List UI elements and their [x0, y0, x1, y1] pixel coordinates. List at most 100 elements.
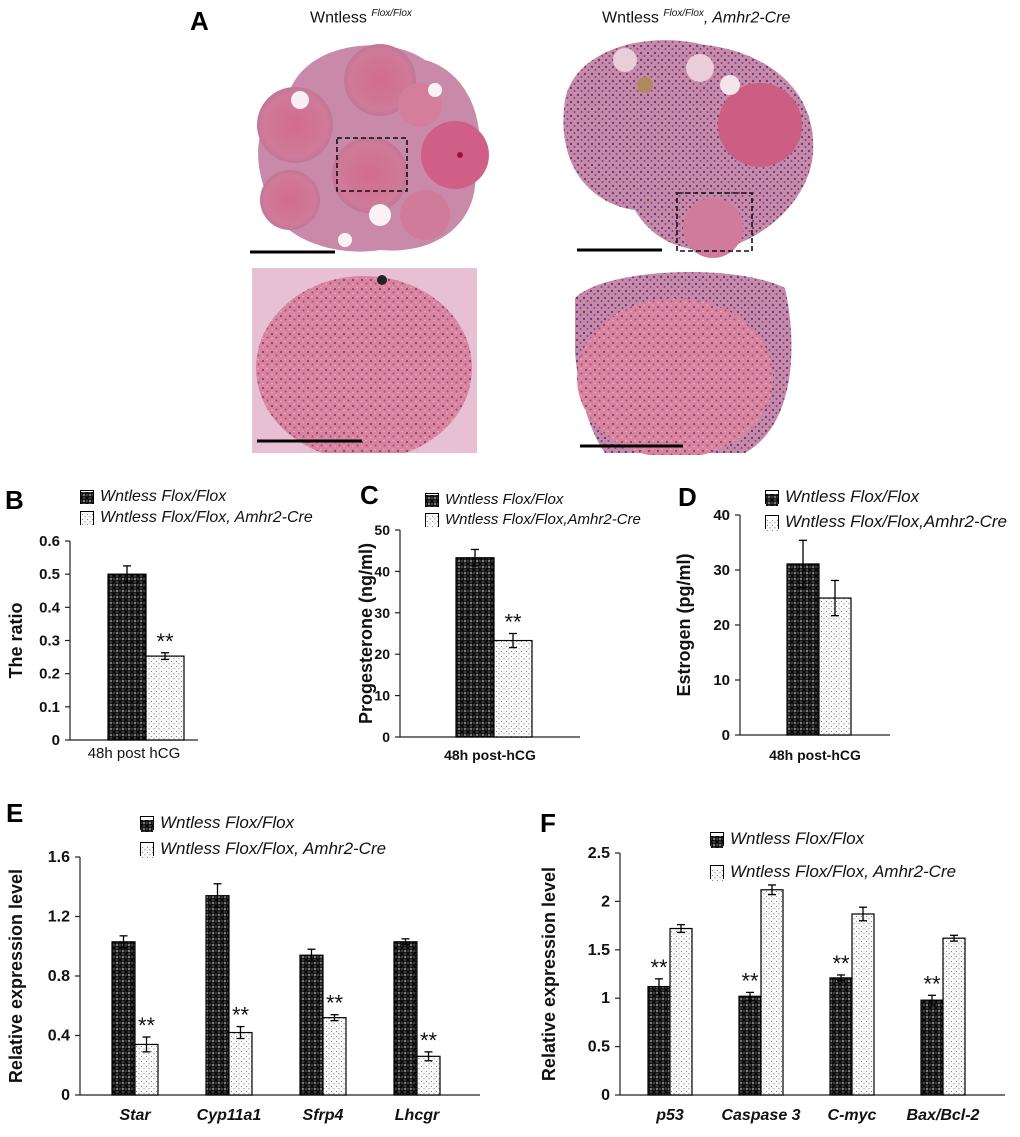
category-label: 48h post hCG	[88, 745, 181, 762]
left-title-superscript: Flox/Flox	[371, 8, 412, 19]
significance-marker: **	[420, 1028, 438, 1053]
right-title-superscript: Flox/Flox	[663, 8, 704, 19]
y-tick-label: 0.4	[48, 1028, 70, 1045]
y-tick-label: 20	[713, 617, 730, 634]
bar-b-0-1	[145, 655, 185, 741]
legend-entry: Wntless Flox/Flox	[425, 491, 563, 508]
category-label: C-myc	[828, 1107, 877, 1124]
y-axis-label: Relative expression level	[6, 869, 26, 1083]
y-tick-label: 20	[374, 646, 390, 662]
bar-e-2-0	[299, 954, 324, 1096]
y-axis-label: The ratio	[6, 602, 26, 678]
legend-swatch	[425, 512, 439, 527]
y-tick-label: 0.6	[39, 533, 60, 550]
significance-marker: **	[138, 1013, 156, 1038]
y-tick-label: 40	[374, 563, 390, 579]
histology-knockout-magnified	[575, 268, 793, 455]
y-tick-label: 1.2	[48, 909, 70, 926]
y-tick-label: 0.4	[39, 599, 61, 616]
histology-control-magnified	[252, 268, 477, 453]
y-tick-label: 0.8	[48, 968, 70, 985]
legend-entry: Wntless Flox/Flox, Amhr2-Cre	[140, 839, 386, 859]
panel-label-a: A	[190, 6, 209, 36]
bar-d-0-0	[786, 563, 820, 736]
significance-marker: **	[923, 971, 941, 996]
y-tick-label: 40	[713, 507, 730, 524]
legend-entry: Wntless Flox/Flox,Amhr2-Cre	[765, 512, 1007, 532]
y-tick-label: 2.5	[588, 845, 610, 862]
right-title-text: Wntless	[602, 9, 659, 27]
bar-b-0-0	[107, 573, 147, 741]
panel-label-d: D	[678, 482, 697, 512]
y-tick-label: 0	[601, 1087, 610, 1104]
significance-marker: **	[326, 991, 344, 1016]
y-tick-label: 10	[713, 672, 730, 689]
y-tick-label: 0.1	[39, 699, 60, 716]
bar-e-0-0	[111, 941, 136, 1096]
left-image-title: Wntless Flox/Flox	[310, 8, 412, 27]
legend-label: Wntless Flox/Flox	[100, 488, 227, 505]
bar-e-3-0	[393, 941, 418, 1096]
legend-entry: Wntless Flox/Flox	[140, 813, 294, 833]
legend-entry: Wntless Flox/Flox	[765, 487, 919, 507]
bar-e-3-1	[416, 1055, 441, 1096]
bar-e-1-0	[205, 895, 230, 1096]
y-tick-label: 50	[374, 522, 390, 538]
legend-label: Wntless Flox/Flox, Amhr2-Cre	[160, 839, 387, 858]
legend-label: Wntless Flox/Flox	[730, 829, 865, 848]
legend-swatch	[710, 865, 724, 881]
legend-swatch	[140, 842, 154, 858]
bar-f-0-1	[669, 927, 693, 1096]
y-tick-label: 0.2	[39, 666, 60, 683]
y-axis-label: Progesterone (ng/ml)	[356, 543, 376, 724]
panel-label-c: C	[360, 480, 379, 510]
bar-e-1-1	[228, 1031, 253, 1096]
y-tick-label: 30	[374, 605, 390, 621]
panel-label-f: F	[540, 808, 556, 838]
legend-entry: Wntless Flox/Flox	[80, 488, 226, 506]
y-tick-label: 1.6	[48, 849, 70, 866]
histology-control-overview	[250, 30, 490, 260]
legend-label: Wntless Flox/Flox	[785, 487, 920, 506]
legend-label: Wntless Flox/Flox,Amhr2-Cre	[785, 512, 1007, 531]
y-tick-label: 0	[52, 732, 60, 749]
legend-label: Wntless Flox/Flox, Amhr2-Cre	[100, 509, 313, 526]
category-label: Sfrp4	[303, 1107, 344, 1124]
y-tick-label: 0	[382, 729, 390, 745]
legend-label: Wntless Flox/Flox	[445, 491, 564, 508]
bar-c-0-1	[493, 639, 533, 738]
bar-f-3-1	[942, 937, 966, 1096]
significance-marker: **	[650, 955, 668, 980]
significance-marker: **	[232, 1003, 250, 1028]
significance-marker: **	[504, 610, 522, 635]
legend-swatch	[765, 515, 779, 531]
category-label: Star	[119, 1107, 151, 1124]
y-tick-label: 30	[713, 562, 730, 579]
bar-e-0-1	[134, 1043, 159, 1096]
bar-d-0-1	[818, 597, 852, 736]
legend-entry: Wntless Flox/Flox	[710, 829, 864, 849]
legend-entry: Wntless Flox/Flox, Amhr2-Cre	[80, 509, 313, 527]
category-label: Cyp11a1	[197, 1107, 262, 1124]
legend-swatch	[80, 511, 94, 525]
legend-label: Wntless Flox/Flox, Amhr2-Cre	[730, 862, 957, 881]
y-axis-label: Relative expression level	[539, 867, 559, 1081]
legend-swatch	[140, 816, 154, 832]
y-tick-label: 0	[61, 1087, 70, 1104]
legend-label: Wntless Flox/Flox,Amhr2-Cre	[445, 511, 641, 528]
y-tick-label: 1.5	[588, 942, 610, 959]
y-tick-label: 0.5	[588, 1039, 610, 1056]
significance-marker: **	[156, 629, 174, 654]
bar-f-1-0	[738, 995, 762, 1096]
left-title-text: Wntless	[310, 9, 367, 27]
y-tick-label: 2	[601, 893, 610, 910]
panel-label-b: B	[5, 485, 24, 515]
bar-f-2-0	[829, 977, 853, 1096]
bar-c-0-0	[455, 557, 495, 738]
bar-f-1-1	[760, 889, 784, 1096]
significance-marker: **	[832, 951, 850, 976]
category-label: 48h post-hCG	[769, 747, 861, 763]
legend-entry: Wntless Flox/Flox,Amhr2-Cre	[425, 511, 641, 528]
